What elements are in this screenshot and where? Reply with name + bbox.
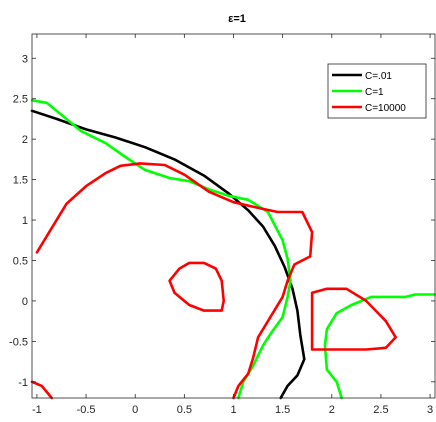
x-tick-label: 1.5 xyxy=(275,404,290,416)
x-tick-label: -1 xyxy=(32,404,42,416)
x-tick-label: 1 xyxy=(230,404,236,416)
axis-layer: -1 -0.5 0 0.5 1 1.5 2 2.5 3 -1 -0.5 0 0.5 1 1.5 2 2.5 3 xyxy=(9,34,435,416)
series-line-0-segment-0 xyxy=(30,109,306,400)
legend-label-c-10000: C=10000 xyxy=(365,103,406,114)
series-layer xyxy=(30,99,436,400)
x-tick-label: 2 xyxy=(329,404,335,416)
y-tick-label: -0.5 xyxy=(9,336,28,348)
y-tick-label: 0.5 xyxy=(13,255,28,267)
y-tick-label: 1.5 xyxy=(13,175,28,187)
series-line-2-segment-2 xyxy=(310,287,398,351)
legend-label-c-001: C=.01 xyxy=(365,71,392,82)
x-tick-label: 2.5 xyxy=(373,404,388,416)
x-tick-label: 0 xyxy=(132,404,138,416)
series-line-1-segment-1 xyxy=(323,293,436,400)
series-line-2-segment-1 xyxy=(168,261,225,312)
y-tick-label: 1 xyxy=(22,215,28,227)
y-tick-label: 3 xyxy=(22,53,28,65)
x-tick-label: 3 xyxy=(427,404,433,416)
legend-label-c-1: C=1 xyxy=(365,87,384,98)
y-tick-label: 0 xyxy=(22,296,28,308)
chart-title: ε=1 xyxy=(228,13,246,25)
series-line-1-segment-0 xyxy=(30,99,292,400)
legend: C=.01 C=1 C=10000 xyxy=(327,63,427,119)
plot-frame xyxy=(31,33,436,399)
x-tick-label: 0.5 xyxy=(177,404,192,416)
y-tick-label: 2 xyxy=(22,134,28,146)
series-line-2-segment-0 xyxy=(35,162,314,400)
x-tick-label: -0.5 xyxy=(77,404,96,416)
series-line-2-segment-3 xyxy=(30,380,54,400)
y-tick-label: 2.5 xyxy=(13,94,28,106)
y-tick-label: -1 xyxy=(18,377,28,389)
